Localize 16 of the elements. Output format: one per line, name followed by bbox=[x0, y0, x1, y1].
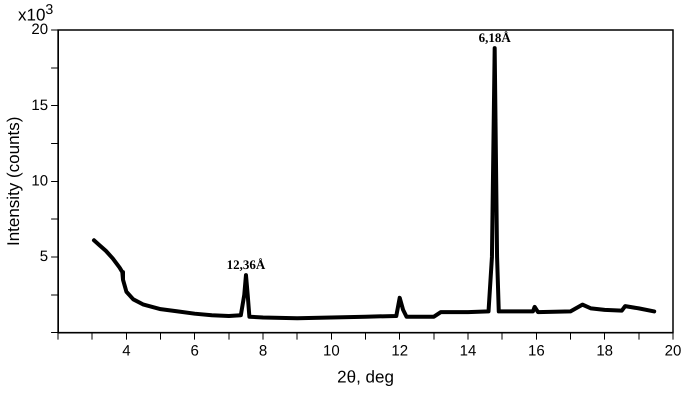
x-tick-label: 6 bbox=[190, 342, 199, 360]
annotation: 12,36Å bbox=[226, 256, 266, 272]
y-tick-label: 15 bbox=[31, 96, 48, 114]
x-axis-title: 2θ, deg bbox=[337, 367, 394, 386]
x-tick-label: 12 bbox=[391, 342, 408, 360]
x-tick-label: 8 bbox=[258, 342, 268, 360]
x-tick-label: 16 bbox=[528, 342, 545, 360]
x-tick-label: 4 bbox=[122, 342, 131, 360]
x-tick-label: 10 bbox=[323, 342, 340, 360]
y-tick-label: 5 bbox=[40, 248, 48, 266]
x-tick-label: 18 bbox=[596, 342, 614, 360]
x-tick-label: 20 bbox=[664, 342, 682, 360]
annotation: 6,18Å bbox=[478, 30, 512, 46]
y-tick-label: 10 bbox=[31, 172, 48, 190]
y-axis-title: Intensity (counts) bbox=[4, 116, 23, 246]
x-tick-label: 14 bbox=[460, 342, 476, 360]
